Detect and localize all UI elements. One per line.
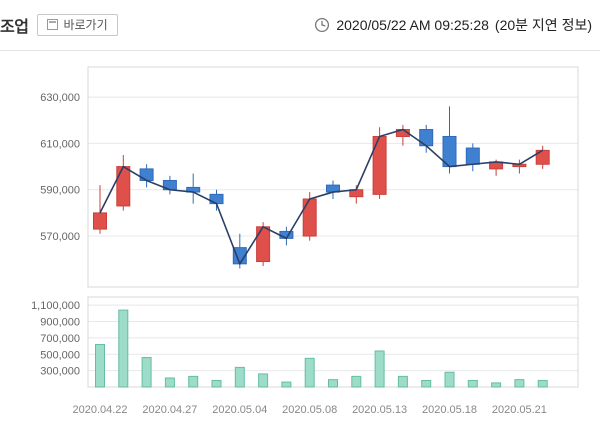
shortcut-button-label: 바로가기 bbox=[63, 17, 108, 32]
candle bbox=[302, 198, 317, 237]
volume-bar bbox=[211, 379, 222, 388]
volume-bar bbox=[164, 377, 175, 388]
x-axis-labels: 2020.04.22 2020.04.27 2020.05.04 2020.05.08… bbox=[72, 404, 546, 416]
svg-text:1,100,000: 1,100,000 bbox=[31, 300, 80, 312]
header-left: 조업 바로가기 bbox=[0, 13, 118, 37]
svg-text:500,000: 500,000 bbox=[40, 349, 80, 361]
volume-bar bbox=[141, 357, 152, 388]
stock-chart-svg: 630,000 610,000 590,000 570,000 1,100,000 900… bbox=[31, 66, 579, 416]
volume-bar bbox=[281, 381, 292, 388]
volume-bars bbox=[95, 309, 548, 388]
svg-text:570,000: 570,000 bbox=[40, 231, 80, 243]
svg-text:300,000: 300,000 bbox=[40, 366, 80, 378]
shortcut-button[interactable]: 바로가기 bbox=[37, 13, 118, 37]
volume-bar bbox=[351, 375, 362, 388]
svg-text:610,000: 610,000 bbox=[40, 138, 80, 150]
header-right: 2020/05/22 AM 09:25:28 (20분 지연 정보) bbox=[314, 15, 592, 35]
volume-bar bbox=[397, 375, 408, 388]
candle bbox=[93, 212, 107, 230]
svg-text:2020.05.18: 2020.05.18 bbox=[422, 404, 477, 416]
volume-bar bbox=[374, 350, 385, 388]
svg-text:900,000: 900,000 bbox=[40, 317, 80, 329]
volume-bar bbox=[95, 343, 105, 388]
volume-bar bbox=[491, 382, 502, 388]
volume-bar bbox=[514, 379, 525, 388]
volume-bar bbox=[467, 379, 478, 388]
timestamp: 2020/05/22 AM 09:25:28 bbox=[336, 17, 489, 33]
chart-panel-borders bbox=[87, 66, 579, 388]
volume-bar bbox=[328, 379, 338, 388]
shortcut-window-icon bbox=[47, 19, 59, 31]
svg-text:2020.05.21: 2020.05.21 bbox=[492, 404, 547, 416]
chart-gridlines bbox=[88, 96, 578, 372]
volume-bar bbox=[258, 373, 269, 388]
svg-text:590,000: 590,000 bbox=[40, 185, 80, 197]
svg-text:2020.05.04: 2020.05.04 bbox=[212, 404, 267, 416]
svg-text:700,000: 700,000 bbox=[40, 333, 80, 345]
sector-label: 조업 bbox=[0, 19, 29, 36]
volume-bar bbox=[304, 357, 315, 388]
svg-text:2020.04.27: 2020.04.27 bbox=[142, 404, 197, 416]
volume-axis-labels: 1,100,000 900,000 700,000 500,000 300,000 bbox=[31, 300, 80, 377]
price-candles bbox=[93, 106, 550, 269]
price-axis-labels: 630,000 610,000 590,000 570,000 bbox=[40, 92, 80, 243]
svg-text:2020.05.13: 2020.05.13 bbox=[352, 404, 407, 416]
candle bbox=[116, 166, 131, 207]
volume-bar bbox=[188, 375, 199, 388]
delay-note: (20분 지연 정보) bbox=[494, 17, 592, 33]
volume-bar bbox=[421, 379, 432, 388]
widget-header: 조업 바로가기 2020/05/22 AM 09:25:28 (20분 지연 정… bbox=[0, 0, 600, 50]
close-price-line bbox=[99, 128, 544, 265]
clock-icon bbox=[314, 17, 330, 33]
chart-section: 630,000 610,000 590,000 570,000 1,100,000 900… bbox=[0, 50, 600, 448]
volume-bar bbox=[537, 379, 548, 388]
volume-bar bbox=[444, 371, 455, 388]
volume-bar bbox=[118, 309, 129, 388]
candle bbox=[465, 147, 480, 165]
candle bbox=[139, 168, 154, 181]
volume-bar bbox=[234, 366, 245, 388]
candle bbox=[256, 226, 271, 263]
svg-text:630,000: 630,000 bbox=[40, 92, 80, 104]
svg-text:2020.05.08: 2020.05.08 bbox=[282, 404, 337, 416]
svg-text:2020.04.22: 2020.04.22 bbox=[72, 404, 127, 416]
